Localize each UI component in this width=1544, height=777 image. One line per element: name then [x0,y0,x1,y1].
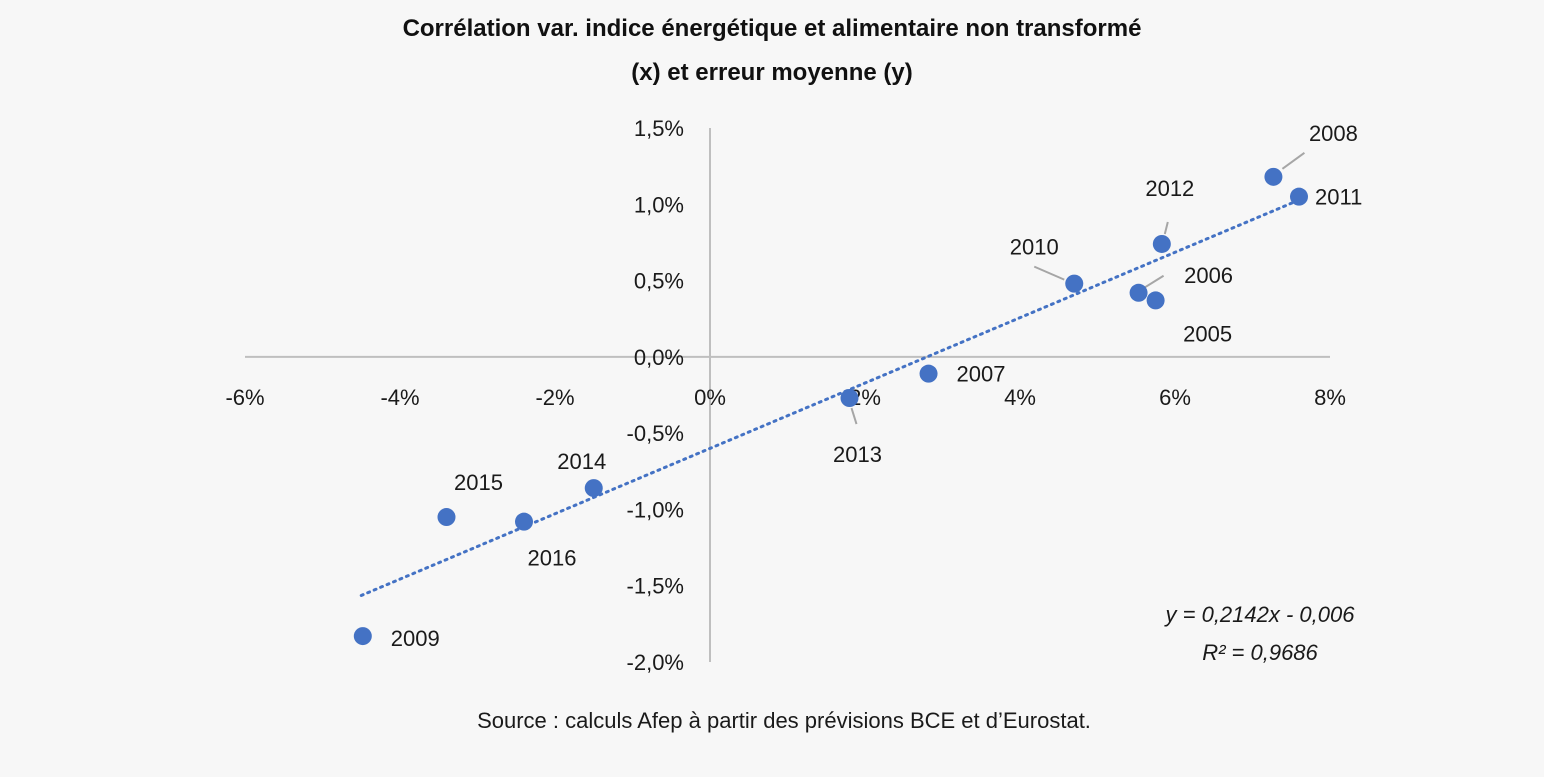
x-tick-label: 6% [1159,385,1191,410]
data-point-2011 [1290,187,1308,206]
point-label-2011: 2011 [1315,185,1362,210]
data-point-2010 [1065,274,1084,293]
x-tick-label: -2% [535,385,574,410]
point-label-2013: 2013 [833,442,882,467]
data-point-2012 [1152,234,1171,253]
chart-title-line-1: Corrélation var. indice énergétique et a… [403,15,1142,42]
chart-title-line-2: (x) et erreur moyenne (y) [631,59,912,86]
y-tick-label: 1,0% [634,192,684,217]
data-point-2014 [584,479,603,498]
leader-line-2012 [1163,221,1169,235]
y-tick-label: -2,0% [627,650,684,675]
data-point-2005 [1146,291,1165,310]
leader-line-2013 [850,407,858,425]
y-tick-label: -0,5% [627,421,684,446]
y-tick-label: 1,5% [634,116,684,141]
data-point-2015 [437,508,456,527]
trendline-layer [359,198,1301,597]
data-point-2009 [353,627,372,646]
y-tick-label: -1,0% [627,497,684,522]
y-tick-label: 0,5% [634,269,684,294]
x-tick-label: -4% [380,385,419,410]
point-labels: 2005 2006 2007 2008 2009 2010 2011 2012 2013 2014… [391,121,1363,651]
point-label-2014: 2014 [557,449,606,474]
leader-line-2008 [1281,152,1306,170]
x-tick-label: -6% [225,385,264,410]
x-tick-label: 8% [1314,385,1346,410]
point-label-2008: 2008 [1309,121,1358,146]
data-point-2008 [1264,167,1283,186]
point-label-2009: 2009 [391,626,440,651]
point-label-2012: 2012 [1145,176,1194,201]
point-label-2007: 2007 [957,362,1006,387]
tick-labels: -6% -4% -2% 0% 2% 4% 6% 8%1,5%1,0%0,5%0,0%-0,5%… [225,116,1345,675]
leader-line-2006 [1142,274,1165,290]
data-point-2006 [1129,283,1148,302]
source-note: Source : calculs Afep à partir des prévi… [477,708,1091,733]
label-leaders [850,152,1306,425]
data-point-2013 [840,389,859,408]
data-point-2007 [919,364,938,383]
point-label-2005: 2005 [1183,321,1232,346]
data-points [353,167,1308,646]
trendline-r2: R² = 0,9686 [1202,640,1318,665]
leader-line-2010 [1033,265,1065,281]
y-tick-label: -1,5% [627,574,684,599]
trendline-equation: y = 0,2142x - 0,006 [1164,602,1356,627]
y-tick-label: 0,0% [634,345,684,370]
point-label-2010: 2010 [1010,235,1059,260]
point-label-2006: 2006 [1184,263,1233,288]
x-tick-label: 0% [694,385,726,410]
point-label-2015: 2015 [454,470,503,495]
axes [245,128,1330,662]
x-tick-label: 4% [1004,385,1036,410]
point-label-2016: 2016 [528,546,577,571]
trendline [359,198,1301,597]
data-point-2016 [515,512,533,531]
